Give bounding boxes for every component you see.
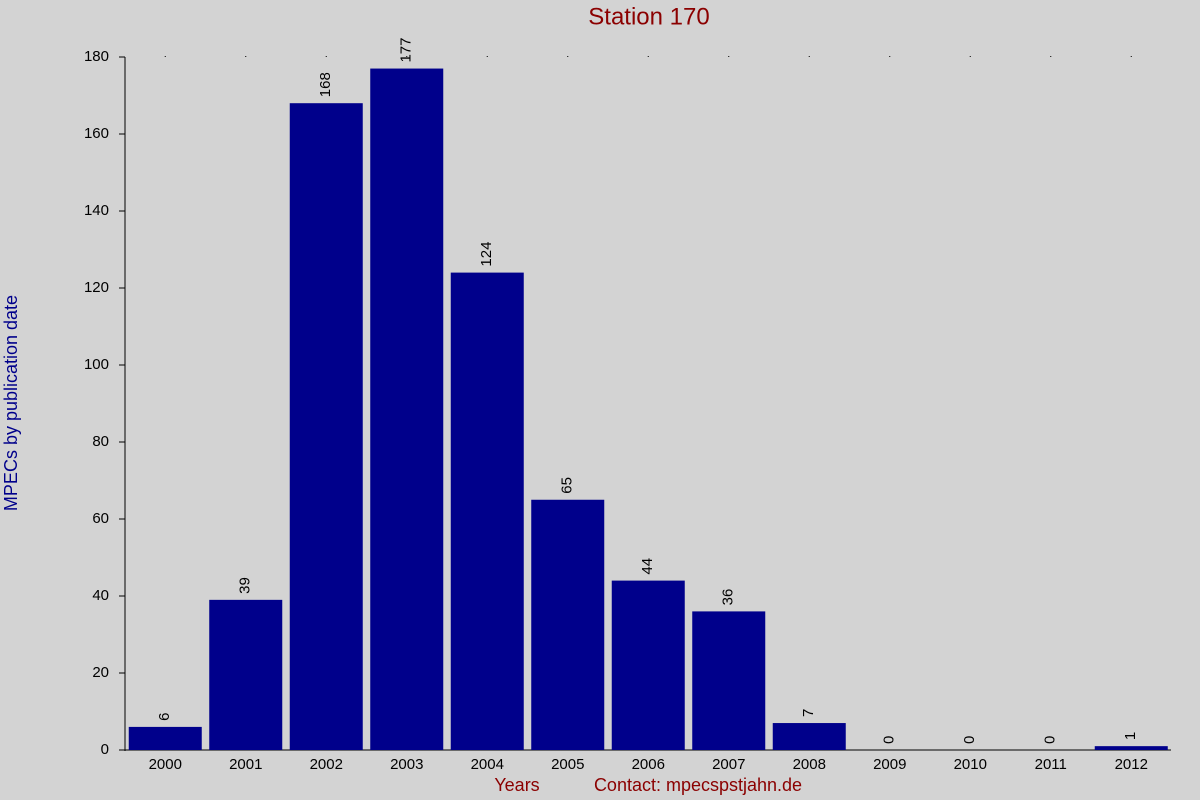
value-label: 7 (800, 709, 817, 717)
top-dot (164, 56, 166, 57)
x-tick-label: 2005 (551, 756, 584, 773)
y-tick-label: 60 (92, 510, 109, 527)
bar (209, 599, 283, 750)
bar (289, 103, 363, 750)
x-axis-label: Years (494, 775, 539, 795)
top-dot (245, 56, 247, 57)
y-tick-label: 160 (84, 125, 109, 142)
y-tick-label: 20 (92, 664, 109, 681)
value-label: 0 (961, 736, 978, 744)
value-label: 168 (317, 72, 334, 97)
x-tick-label: 2004 (471, 756, 504, 773)
top-dot (808, 56, 810, 57)
bar (611, 580, 685, 750)
x-tick-label: 2007 (712, 756, 745, 773)
y-axis-label: MPECs by publication date (1, 295, 21, 511)
x-tick-label: 2008 (793, 756, 826, 773)
bar (692, 611, 766, 750)
value-label: 0 (881, 736, 898, 744)
x-tick-label: 2011 (1035, 756, 1067, 773)
top-dot (325, 56, 327, 57)
value-label: 0 (1042, 736, 1059, 744)
x-tick-label: 2001 (229, 756, 262, 773)
bar (450, 272, 524, 750)
x-tick-label: 2009 (873, 756, 906, 773)
top-dot (1050, 56, 1052, 57)
y-tick-label: 180 (84, 48, 109, 65)
x-tick-label: 2002 (310, 756, 343, 773)
value-label: 39 (237, 577, 254, 594)
bar (772, 723, 846, 750)
x-tick-label: 2006 (632, 756, 665, 773)
value-label: 124 (478, 242, 495, 267)
y-tick-label: 80 (92, 433, 109, 450)
top-dot (567, 56, 569, 57)
y-tick-label: 120 (84, 279, 109, 296)
top-dot (1130, 56, 1132, 57)
value-label: 1 (1122, 732, 1139, 740)
top-dot (647, 56, 649, 57)
bar (370, 68, 444, 751)
bar (531, 499, 605, 750)
x-tick-label: 2012 (1115, 756, 1148, 773)
y-tick-label: 140 (84, 202, 109, 219)
bar (1094, 746, 1168, 750)
chart-title: Station 170 (588, 3, 709, 30)
x-tick-label: 2010 (954, 756, 987, 773)
value-label: 6 (156, 713, 173, 721)
y-tick-label: 40 (92, 587, 109, 604)
value-label: 177 (398, 38, 415, 63)
top-dot (969, 56, 971, 57)
bar (128, 726, 202, 750)
value-label: 36 (720, 589, 737, 606)
top-dot (728, 56, 730, 57)
x-tick-label: 2003 (390, 756, 423, 773)
x-tick-label: 2000 (149, 756, 182, 773)
value-label: 65 (559, 477, 576, 494)
top-dot (406, 56, 408, 57)
y-tick-label: 0 (101, 741, 109, 758)
value-label: 44 (639, 558, 656, 575)
y-tick-label: 100 (84, 356, 109, 373)
top-dot (889, 56, 891, 57)
footer: Contact: mpecspstjahn.de (594, 775, 802, 795)
top-dot (486, 56, 488, 57)
